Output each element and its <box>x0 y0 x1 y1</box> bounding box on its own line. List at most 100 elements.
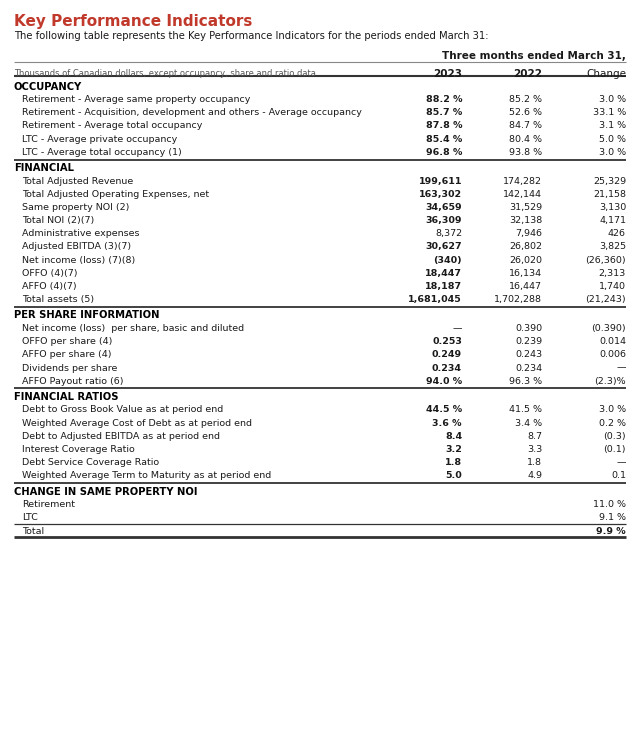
Text: Weighted Average Cost of Debt as at period end: Weighted Average Cost of Debt as at peri… <box>22 418 252 428</box>
Text: 16,447: 16,447 <box>509 282 542 291</box>
Text: 0.006: 0.006 <box>599 351 626 359</box>
Text: Administrative expenses: Administrative expenses <box>22 230 140 238</box>
Text: —: — <box>616 364 626 373</box>
Text: 8,372: 8,372 <box>435 230 462 238</box>
Text: AFFO (4)(7): AFFO (4)(7) <box>22 282 77 291</box>
Text: 4.9: 4.9 <box>527 472 542 480</box>
Text: 3,130: 3,130 <box>599 203 626 212</box>
Text: 88.2 %: 88.2 % <box>426 95 462 104</box>
Text: AFFO Payout ratio (6): AFFO Payout ratio (6) <box>22 377 124 386</box>
Text: CHANGE IN SAME PROPERTY NOI: CHANGE IN SAME PROPERTY NOI <box>14 487 198 496</box>
Text: 2023: 2023 <box>433 69 462 79</box>
Text: —: — <box>452 324 462 333</box>
Text: OFFO per share (4): OFFO per share (4) <box>22 338 113 346</box>
Text: 25,329: 25,329 <box>593 176 626 185</box>
Text: 84.7 %: 84.7 % <box>509 122 542 130</box>
Text: PER SHARE INFORMATION: PER SHARE INFORMATION <box>14 311 159 321</box>
Text: 26,020: 26,020 <box>509 256 542 265</box>
Text: 80.4 %: 80.4 % <box>509 135 542 144</box>
Text: 1,681,045: 1,681,045 <box>408 295 462 304</box>
Text: Net income (loss)  per share, basic and diluted: Net income (loss) per share, basic and d… <box>22 324 244 333</box>
Text: Debt Service Coverage Ratio: Debt Service Coverage Ratio <box>22 459 159 467</box>
Text: Total NOI (2)(7): Total NOI (2)(7) <box>22 216 94 225</box>
Text: Change: Change <box>586 69 626 79</box>
Text: (26,360): (26,360) <box>586 256 626 265</box>
Text: 9.1 %: 9.1 % <box>599 513 626 523</box>
Text: (0.1): (0.1) <box>604 445 626 454</box>
Text: 0.234: 0.234 <box>432 364 462 373</box>
Text: 2,313: 2,313 <box>599 269 626 278</box>
Text: 30,627: 30,627 <box>426 243 462 252</box>
Text: 0.234: 0.234 <box>515 364 542 373</box>
Text: 9.9 %: 9.9 % <box>596 526 626 536</box>
Text: 1,740: 1,740 <box>599 282 626 291</box>
Text: 85.7 %: 85.7 % <box>426 108 462 117</box>
Text: (2.3)%: (2.3)% <box>595 377 626 386</box>
Text: (21,243): (21,243) <box>586 295 626 304</box>
Text: The following table represents the Key Performance Indicators for the periods en: The following table represents the Key P… <box>14 31 488 41</box>
Text: 0.2 %: 0.2 % <box>599 418 626 428</box>
Text: (340): (340) <box>433 256 462 265</box>
Text: LTC - Average total occupancy (1): LTC - Average total occupancy (1) <box>22 148 182 157</box>
Text: Interest Coverage Ratio: Interest Coverage Ratio <box>22 445 135 454</box>
Text: 93.8 %: 93.8 % <box>509 148 542 157</box>
Text: Retirement - Average same property occupancy: Retirement - Average same property occup… <box>22 95 250 104</box>
Text: 3.1 %: 3.1 % <box>599 122 626 130</box>
Text: Key Performance Indicators: Key Performance Indicators <box>14 14 252 29</box>
Text: 142,144: 142,144 <box>503 190 542 199</box>
Text: Same property NOI (2): Same property NOI (2) <box>22 203 129 212</box>
Text: Retirement - Acquisition, development and others - Average occupancy: Retirement - Acquisition, development an… <box>22 108 362 117</box>
Text: OFFO (4)(7): OFFO (4)(7) <box>22 269 77 278</box>
Text: 33.1 %: 33.1 % <box>593 108 626 117</box>
Text: 4,171: 4,171 <box>599 216 626 225</box>
Text: 0.249: 0.249 <box>432 351 462 359</box>
Text: 3.2: 3.2 <box>445 445 462 454</box>
Text: 0.014: 0.014 <box>599 338 626 346</box>
Text: 52.6 %: 52.6 % <box>509 108 542 117</box>
Text: LTC: LTC <box>22 513 38 523</box>
Text: Dividends per share: Dividends per share <box>22 364 117 373</box>
Text: 11.0 %: 11.0 % <box>593 500 626 509</box>
Text: OCCUPANCY: OCCUPANCY <box>14 82 83 92</box>
Text: 21,158: 21,158 <box>593 190 626 199</box>
Text: LTC - Average private occupancy: LTC - Average private occupancy <box>22 135 177 144</box>
Text: 96.8 %: 96.8 % <box>426 148 462 157</box>
Text: Total assets (5): Total assets (5) <box>22 295 94 304</box>
Text: 26,802: 26,802 <box>509 243 542 252</box>
Text: 32,138: 32,138 <box>509 216 542 225</box>
Text: FINANCIAL: FINANCIAL <box>14 163 74 173</box>
Text: 94.0 %: 94.0 % <box>426 377 462 386</box>
Text: Total: Total <box>22 526 44 536</box>
Text: 1,702,288: 1,702,288 <box>494 295 542 304</box>
Text: 18,187: 18,187 <box>425 282 462 291</box>
Text: 0.1: 0.1 <box>611 472 626 480</box>
Text: 3.0 %: 3.0 % <box>599 148 626 157</box>
Text: Retirement: Retirement <box>22 500 75 509</box>
Text: 3.0 %: 3.0 % <box>599 95 626 104</box>
Text: Thousands of Canadian dollars, except occupancy, share and ratio data: Thousands of Canadian dollars, except oc… <box>14 69 316 78</box>
Text: 18,447: 18,447 <box>425 269 462 278</box>
Text: 3.4 %: 3.4 % <box>515 418 542 428</box>
Text: 8.4: 8.4 <box>445 432 462 441</box>
Text: Debt to Adjusted EBITDA as at period end: Debt to Adjusted EBITDA as at period end <box>22 432 220 441</box>
Text: 1.8: 1.8 <box>527 459 542 467</box>
Text: Weighted Average Term to Maturity as at period end: Weighted Average Term to Maturity as at … <box>22 472 271 480</box>
Text: 0.239: 0.239 <box>515 338 542 346</box>
Text: 44.5 %: 44.5 % <box>426 405 462 415</box>
Text: Debt to Gross Book Value as at period end: Debt to Gross Book Value as at period en… <box>22 405 223 415</box>
Text: FINANCIAL RATIOS: FINANCIAL RATIOS <box>14 392 118 402</box>
Text: 96.3 %: 96.3 % <box>509 377 542 386</box>
Text: 0.253: 0.253 <box>432 338 462 346</box>
Text: 7,946: 7,946 <box>515 230 542 238</box>
Text: AFFO per share (4): AFFO per share (4) <box>22 351 111 359</box>
Text: 3.0 %: 3.0 % <box>599 405 626 415</box>
Text: 16,134: 16,134 <box>509 269 542 278</box>
Text: 3.3: 3.3 <box>527 445 542 454</box>
Text: 87.8 %: 87.8 % <box>426 122 462 130</box>
Text: Adjusted EBITDA (3)(7): Adjusted EBITDA (3)(7) <box>22 243 131 252</box>
Text: 3,825: 3,825 <box>599 243 626 252</box>
Text: (0.3): (0.3) <box>604 432 626 441</box>
Text: 0.390: 0.390 <box>515 324 542 333</box>
Text: 163,302: 163,302 <box>419 190 462 199</box>
Text: Total Adjusted Operating Expenses, net: Total Adjusted Operating Expenses, net <box>22 190 209 199</box>
